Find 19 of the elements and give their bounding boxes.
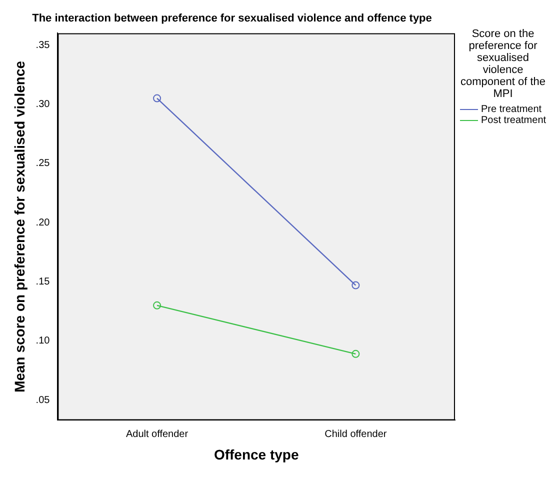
chart-title: The interaction between preference for sexualised violence and offence type (32, 12, 432, 25)
x-axis-title: Offence type (214, 446, 299, 462)
point (153, 94, 162, 102)
y-tick-label: .20 (36, 217, 50, 228)
y-tick-label: .25 (36, 158, 50, 170)
y-tick-label: .10 (36, 336, 50, 347)
legend-label: Post treatment (481, 115, 546, 126)
y-tick-label: .15 (36, 276, 50, 288)
point (153, 301, 162, 310)
legend-title: Score on the preference for sexualised violence component of the MPI (460, 28, 546, 100)
x-tick-label: Child offender (324, 428, 388, 440)
x-tick-label: Adult offender (126, 428, 189, 440)
y-tick-label: .30 (36, 98, 50, 110)
y-tick-label: .35 (36, 40, 50, 51)
y-axis-title: Mean score on preference for sexualised violence (11, 60, 28, 392)
y-tick-label: .05 (36, 394, 50, 406)
point (352, 281, 360, 290)
point (352, 350, 360, 358)
legend-label: Pre treatment (481, 104, 542, 115)
